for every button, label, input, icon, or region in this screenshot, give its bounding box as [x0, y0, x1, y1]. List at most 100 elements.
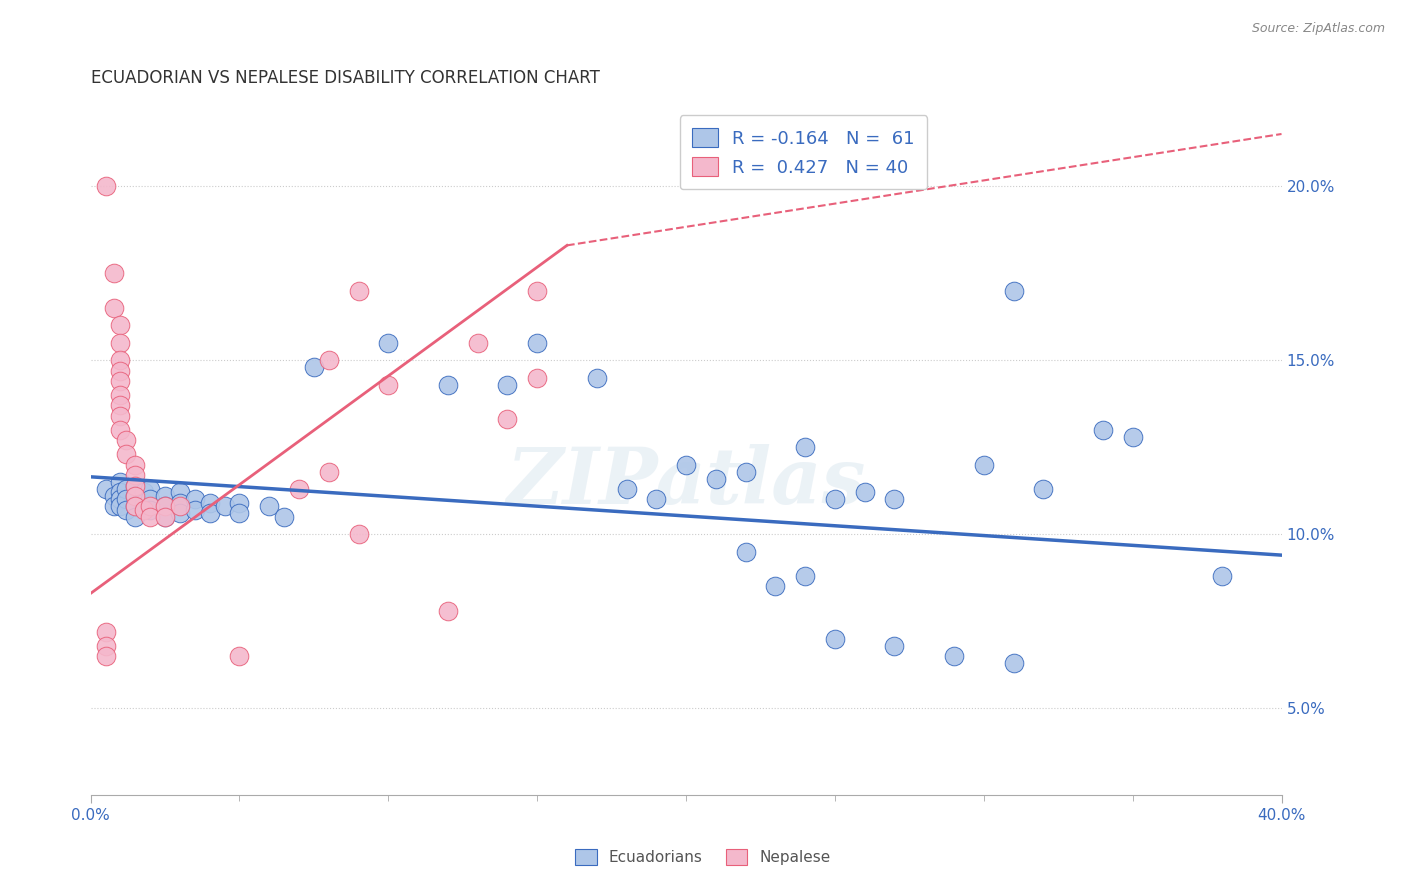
Point [198, 496, 221, 510]
Point [110, 318, 132, 333]
Point [824, 632, 846, 646]
Point [124, 500, 146, 514]
Point [169, 507, 191, 521]
Point [124, 489, 146, 503]
Point [824, 492, 846, 507]
Legend: R = -0.164   N =  61, R =  0.427   N = 40: R = -0.164 N = 61, R = 0.427 N = 40 [679, 115, 927, 189]
Point [94, 648, 117, 663]
Point [853, 485, 876, 500]
Point [169, 500, 191, 514]
Point [496, 377, 519, 392]
Point [110, 409, 132, 423]
Point [734, 465, 756, 479]
Point [110, 492, 132, 507]
Point [110, 423, 132, 437]
Point [134, 496, 156, 510]
Point [437, 377, 460, 392]
Point [526, 370, 548, 384]
Point [103, 500, 125, 514]
Point [94, 179, 117, 194]
Legend: Ecuadorians, Nepalese: Ecuadorians, Nepalese [569, 843, 837, 871]
Point [134, 503, 156, 517]
Point [1002, 284, 1025, 298]
Point [139, 509, 162, 524]
Point [153, 509, 176, 524]
Point [198, 507, 221, 521]
Point [467, 335, 489, 350]
Point [124, 509, 146, 524]
Text: ZIPatlas: ZIPatlas [506, 444, 866, 520]
Point [259, 500, 281, 514]
Point [110, 388, 132, 402]
Point [645, 492, 668, 507]
Point [377, 335, 399, 350]
Point [496, 412, 519, 426]
Point [214, 500, 236, 514]
Point [318, 353, 340, 368]
Point [347, 284, 370, 298]
Point [794, 569, 817, 583]
Point [124, 478, 146, 492]
Point [103, 266, 125, 280]
Point [139, 503, 162, 517]
Point [134, 485, 156, 500]
Point [169, 496, 191, 510]
Point [94, 482, 117, 496]
Point [184, 492, 207, 507]
Point [169, 485, 191, 500]
Point [526, 284, 548, 298]
Point [585, 370, 607, 384]
Point [184, 503, 207, 517]
Point [110, 353, 132, 368]
Point [124, 500, 146, 514]
Point [110, 500, 132, 514]
Point [228, 496, 250, 510]
Point [763, 579, 786, 593]
Text: Source: ZipAtlas.com: Source: ZipAtlas.com [1251, 22, 1385, 36]
Point [124, 478, 146, 492]
Point [437, 604, 460, 618]
Point [288, 482, 311, 496]
Point [110, 475, 132, 489]
Point [228, 507, 250, 521]
Point [302, 360, 325, 375]
Point [139, 492, 162, 507]
Point [704, 472, 727, 486]
Text: ECUADORIAN VS NEPALESE DISABILITY CORRELATION CHART: ECUADORIAN VS NEPALESE DISABILITY CORREL… [90, 69, 599, 87]
Point [124, 489, 146, 503]
Point [228, 648, 250, 663]
Point [273, 509, 295, 524]
Point [347, 527, 370, 541]
Point [153, 500, 176, 514]
Point [115, 492, 138, 507]
Point [377, 377, 399, 392]
Point [139, 500, 162, 514]
Point [1211, 569, 1233, 583]
Point [110, 485, 132, 500]
Point [124, 468, 146, 483]
Point [124, 458, 146, 472]
Point [318, 465, 340, 479]
Point [973, 458, 995, 472]
Point [110, 335, 132, 350]
Point [675, 458, 697, 472]
Point [115, 434, 138, 448]
Point [115, 447, 138, 461]
Point [616, 482, 638, 496]
Point [110, 399, 132, 413]
Point [103, 301, 125, 315]
Point [883, 639, 905, 653]
Point [153, 509, 176, 524]
Point [734, 544, 756, 558]
Point [139, 482, 162, 496]
Point [110, 374, 132, 388]
Point [153, 489, 176, 503]
Point [115, 482, 138, 496]
Point [1091, 423, 1114, 437]
Point [883, 492, 905, 507]
Point [1002, 656, 1025, 670]
Point [110, 364, 132, 378]
Point [1122, 430, 1144, 444]
Point [1032, 482, 1054, 496]
Point [115, 503, 138, 517]
